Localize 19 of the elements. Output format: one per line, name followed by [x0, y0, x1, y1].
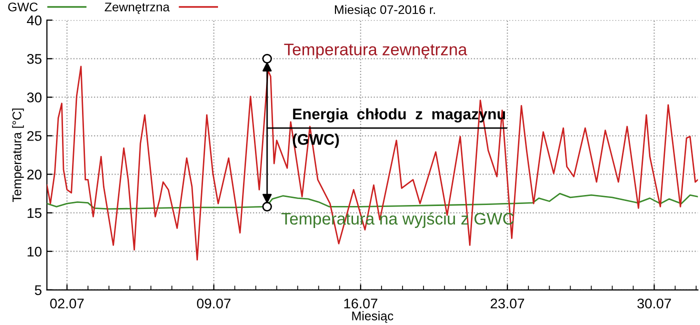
- y-tick-label: 5: [34, 285, 42, 296]
- legend-label: GWC: [8, 2, 38, 12]
- y-tick-label: 10: [28, 246, 42, 257]
- chart-title: Miesiąc 07-2016 r.: [334, 4, 435, 17]
- x-tick-label: 02.07: [50, 298, 84, 308]
- y-tick-label: 25: [27, 131, 42, 141]
- y-tick-label: 15: [28, 208, 42, 218]
- y-tick-label: 40: [26, 15, 42, 26]
- x-tick-label: 30.07: [637, 298, 671, 308]
- y-tick-label: 20: [27, 170, 42, 180]
- annotation: Temperatura zewnętrzna: [284, 44, 468, 59]
- y-tick-label: 30: [27, 92, 42, 102]
- y-axis-title: Temperatura [°C]: [12, 108, 24, 202]
- x-tick-label: 16.07: [344, 298, 378, 308]
- x-tick-label: 09.07: [196, 298, 230, 308]
- legend-label: Zewnętrzna: [104, 2, 170, 14]
- y-tick-label: 35: [27, 54, 42, 64]
- x-tick-label: 23.07: [490, 298, 524, 308]
- x-axis-title: Miesiąc: [352, 311, 394, 323]
